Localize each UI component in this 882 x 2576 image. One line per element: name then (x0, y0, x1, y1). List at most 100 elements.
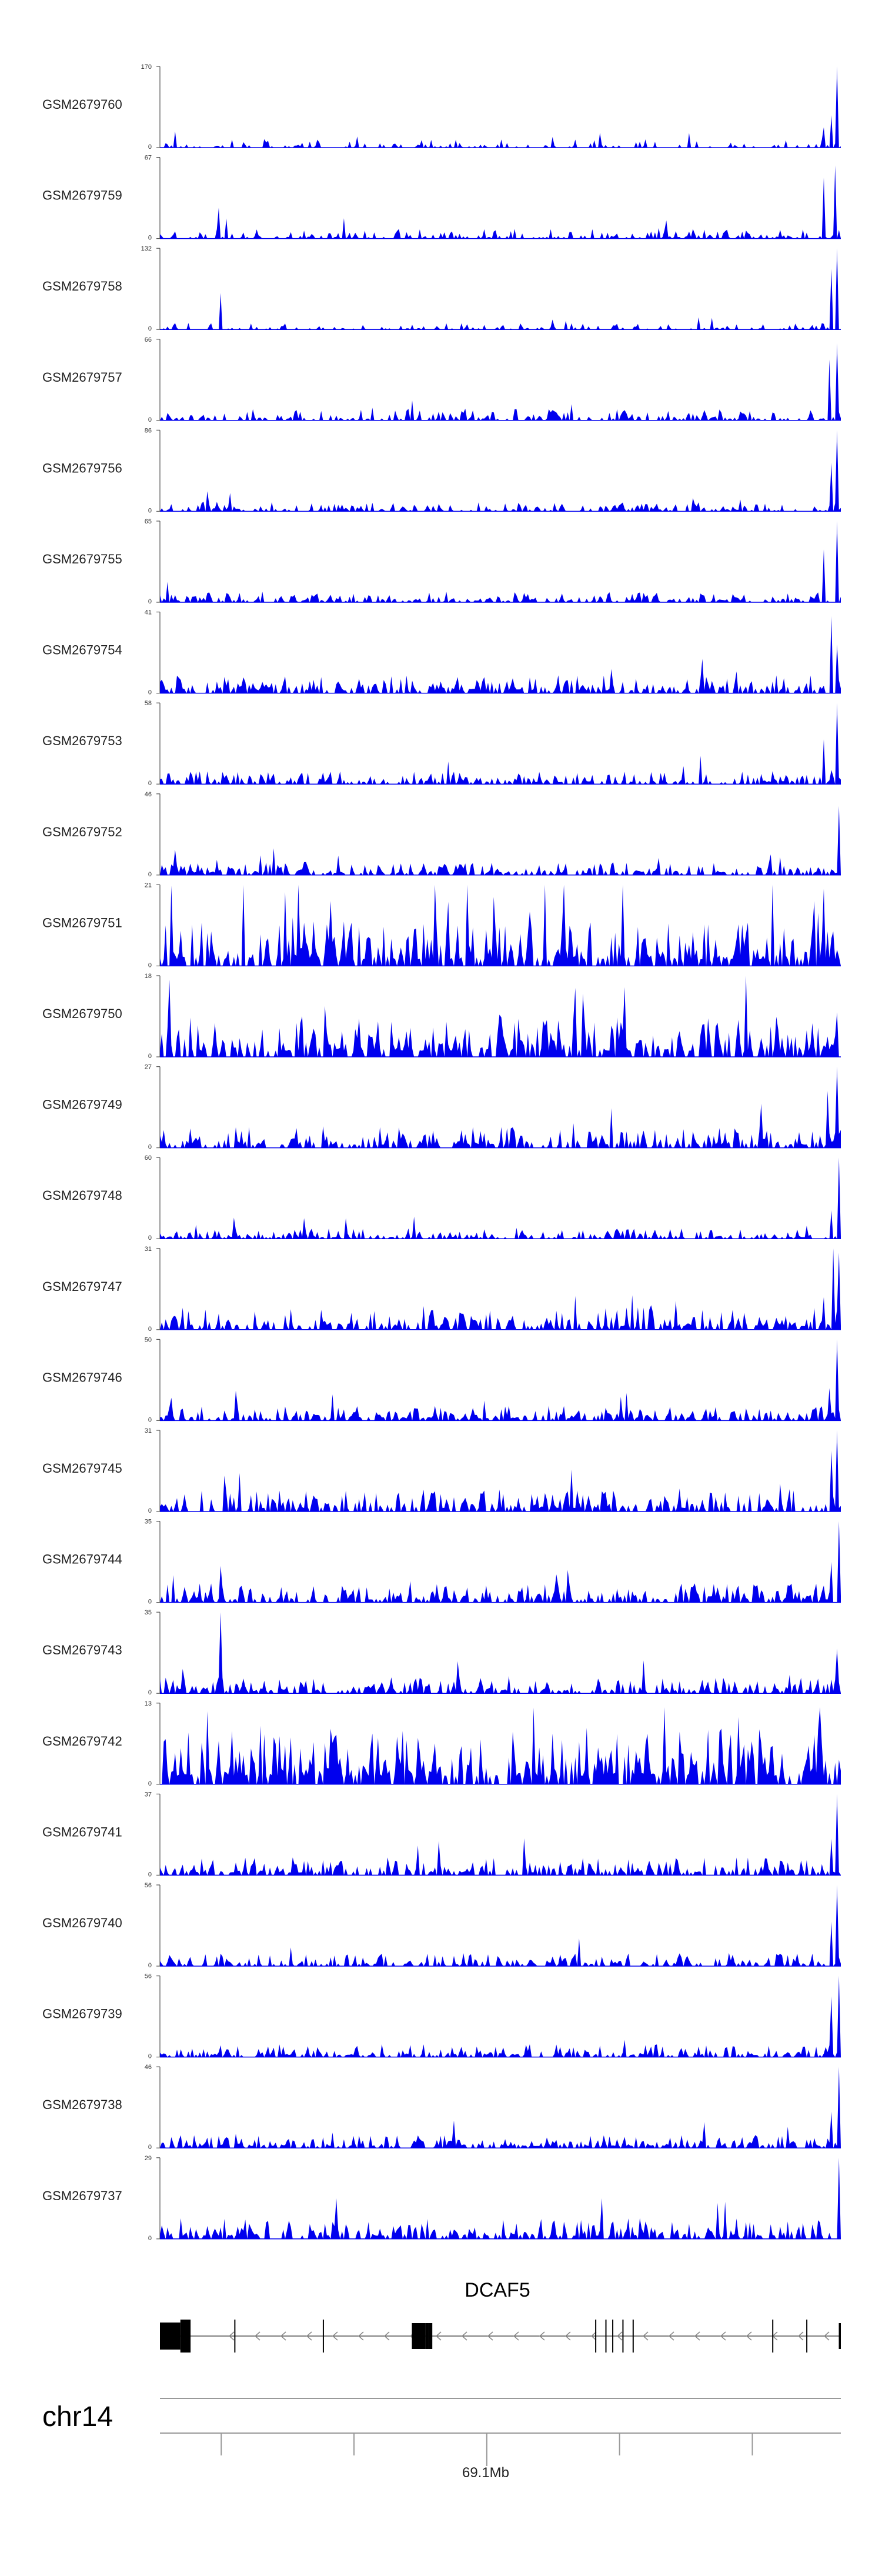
track-label: GSM2679750 (42, 1006, 122, 1021)
coverage-area (160, 1430, 841, 1511)
track-ymax: 132 (141, 245, 152, 252)
strand-arrow (694, 2331, 700, 2341)
track-GSM2679760: GSM2679760 170 0 (42, 64, 841, 151)
track-ymin: 0 (148, 1144, 152, 1151)
track-label: GSM2679758 (42, 279, 122, 293)
gene-exon (160, 2323, 181, 2350)
track-ymin: 0 (148, 1416, 152, 1423)
track-ymax: 170 (141, 64, 152, 71)
strand-arrow (746, 2331, 752, 2341)
coverage-area (160, 1794, 841, 1876)
strand-arrow (823, 2331, 830, 2341)
track-label: GSM2679756 (42, 461, 122, 475)
track-GSM2679756: GSM2679756 86 0 (42, 427, 841, 514)
track-ymax: 27 (145, 1064, 152, 1071)
track-ymax: 37 (145, 1791, 152, 1798)
gene-name-label: DCAF5 (465, 2279, 530, 2301)
track-ymin: 0 (148, 2235, 152, 2242)
track-ymax: 86 (145, 427, 152, 434)
coverage-tracks: GSM26797601700GSM2679759670GSM2679758132… (42, 64, 841, 2242)
track-GSM2679753: GSM2679753 58 0 (42, 700, 841, 787)
track-label: GSM2679744 (42, 1552, 122, 1567)
track-GSM2679737: GSM2679737 29 0 (42, 2155, 841, 2242)
track-ymin: 0 (148, 1053, 152, 1060)
track-ymin: 0 (148, 1599, 152, 1606)
track-ymax: 31 (145, 1427, 152, 1434)
track-GSM2679742: GSM2679742 13 0 (42, 1700, 841, 1787)
strand-arrow (616, 2331, 623, 2341)
coverage-area (160, 703, 841, 785)
strand-arrow (513, 2331, 519, 2341)
track-label: GSM2679754 (42, 643, 122, 658)
track-label: GSM2679760 (42, 97, 122, 112)
strand-arrow (564, 2331, 571, 2341)
track-ymin: 0 (148, 780, 152, 787)
track-label: GSM2679757 (42, 370, 122, 385)
strand-arrow (228, 2331, 235, 2341)
track-GSM2679739: GSM2679739 56 0 (42, 1973, 841, 2060)
coverage-area (160, 1612, 841, 1694)
track-ymax: 46 (145, 2064, 152, 2071)
coverage-area (160, 885, 841, 966)
chromosome-axis: chr14 69.1Mb (42, 2398, 841, 2481)
coverage-area (160, 976, 841, 1057)
track-label: GSM2679749 (42, 1097, 122, 1112)
track-GSM2679745: GSM2679745 31 0 (42, 1427, 841, 1514)
strand-arrow (254, 2331, 260, 2341)
track-GSM2679740: GSM2679740 56 0 (42, 1882, 841, 1969)
track-GSM2679744: GSM2679744 35 0 (42, 1519, 841, 1606)
coverage-area (160, 1066, 841, 1148)
coverage-area (160, 165, 841, 239)
track-label: GSM2679753 (42, 733, 122, 748)
gene-track: DCAF5 (160, 2279, 841, 2353)
coverage-area (160, 616, 841, 693)
coverage-area (160, 430, 841, 512)
track-ymin: 0 (148, 1962, 152, 1969)
chromosome-label: chr14 (42, 2401, 113, 2432)
coverage-area (160, 2157, 841, 2239)
track-label: GSM2679755 (42, 552, 122, 566)
gene-exons (160, 2320, 841, 2353)
gene-exon (412, 2323, 426, 2349)
track-ymax: 67 (145, 155, 152, 162)
coverage-area (160, 343, 841, 421)
track-label: GSM2679748 (42, 1188, 122, 1203)
gene-exon (425, 2323, 429, 2349)
track-ymax: 60 (145, 1154, 152, 1162)
track-ymax: 35 (145, 1609, 152, 1616)
track-GSM2679741: GSM2679741 37 0 (42, 1791, 841, 1878)
strand-arrows (228, 2331, 830, 2341)
track-ymin: 0 (148, 144, 152, 151)
track-ymax: 35 (145, 1519, 152, 1526)
track-ymax: 29 (145, 2155, 152, 2162)
track-ymin: 0 (148, 235, 152, 242)
gene-exon (838, 2323, 841, 2349)
gene-exon (180, 2320, 191, 2353)
coverage-area (160, 806, 841, 875)
track-ymin: 0 (148, 1871, 152, 1878)
track-GSM2679757: GSM2679757 66 0 (42, 336, 841, 423)
strand-arrow (358, 2331, 364, 2341)
coverage-area (160, 2067, 841, 2148)
position-label: 69.1Mb (462, 2465, 509, 2481)
track-ymin: 0 (148, 2144, 152, 2151)
track-ymax: 21 (145, 882, 152, 889)
strand-arrow (539, 2331, 545, 2341)
strand-arrow (280, 2331, 286, 2341)
gene-exon (429, 2323, 433, 2349)
track-GSM2679746: GSM2679746 50 0 (42, 1336, 841, 1423)
track-ymin: 0 (148, 1507, 152, 1514)
strand-arrow (487, 2331, 493, 2341)
strand-arrow (332, 2331, 338, 2341)
strand-arrow (590, 2331, 597, 2341)
coverage-area (160, 1521, 841, 1603)
track-ymin: 0 (148, 689, 152, 696)
track-GSM2679747: GSM2679747 31 0 (42, 1246, 841, 1333)
track-ymin: 0 (148, 325, 152, 332)
track-ymax: 18 (145, 973, 152, 980)
coverage-area (160, 521, 841, 602)
track-label: GSM2679747 (42, 1279, 122, 1294)
coverage-area (160, 1339, 841, 1421)
track-ymin: 0 (148, 1689, 152, 1696)
